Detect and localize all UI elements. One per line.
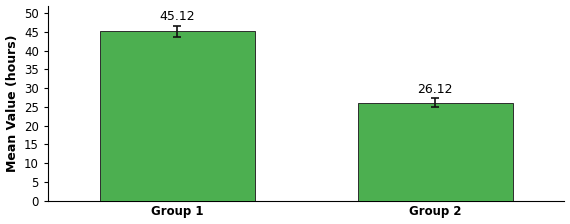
Bar — [100, 31, 255, 200]
Text: 45.12: 45.12 — [159, 11, 195, 24]
Bar — [358, 103, 513, 200]
Text: 26.12: 26.12 — [418, 83, 453, 96]
Y-axis label: Mean Value (hours): Mean Value (hours) — [6, 34, 19, 172]
